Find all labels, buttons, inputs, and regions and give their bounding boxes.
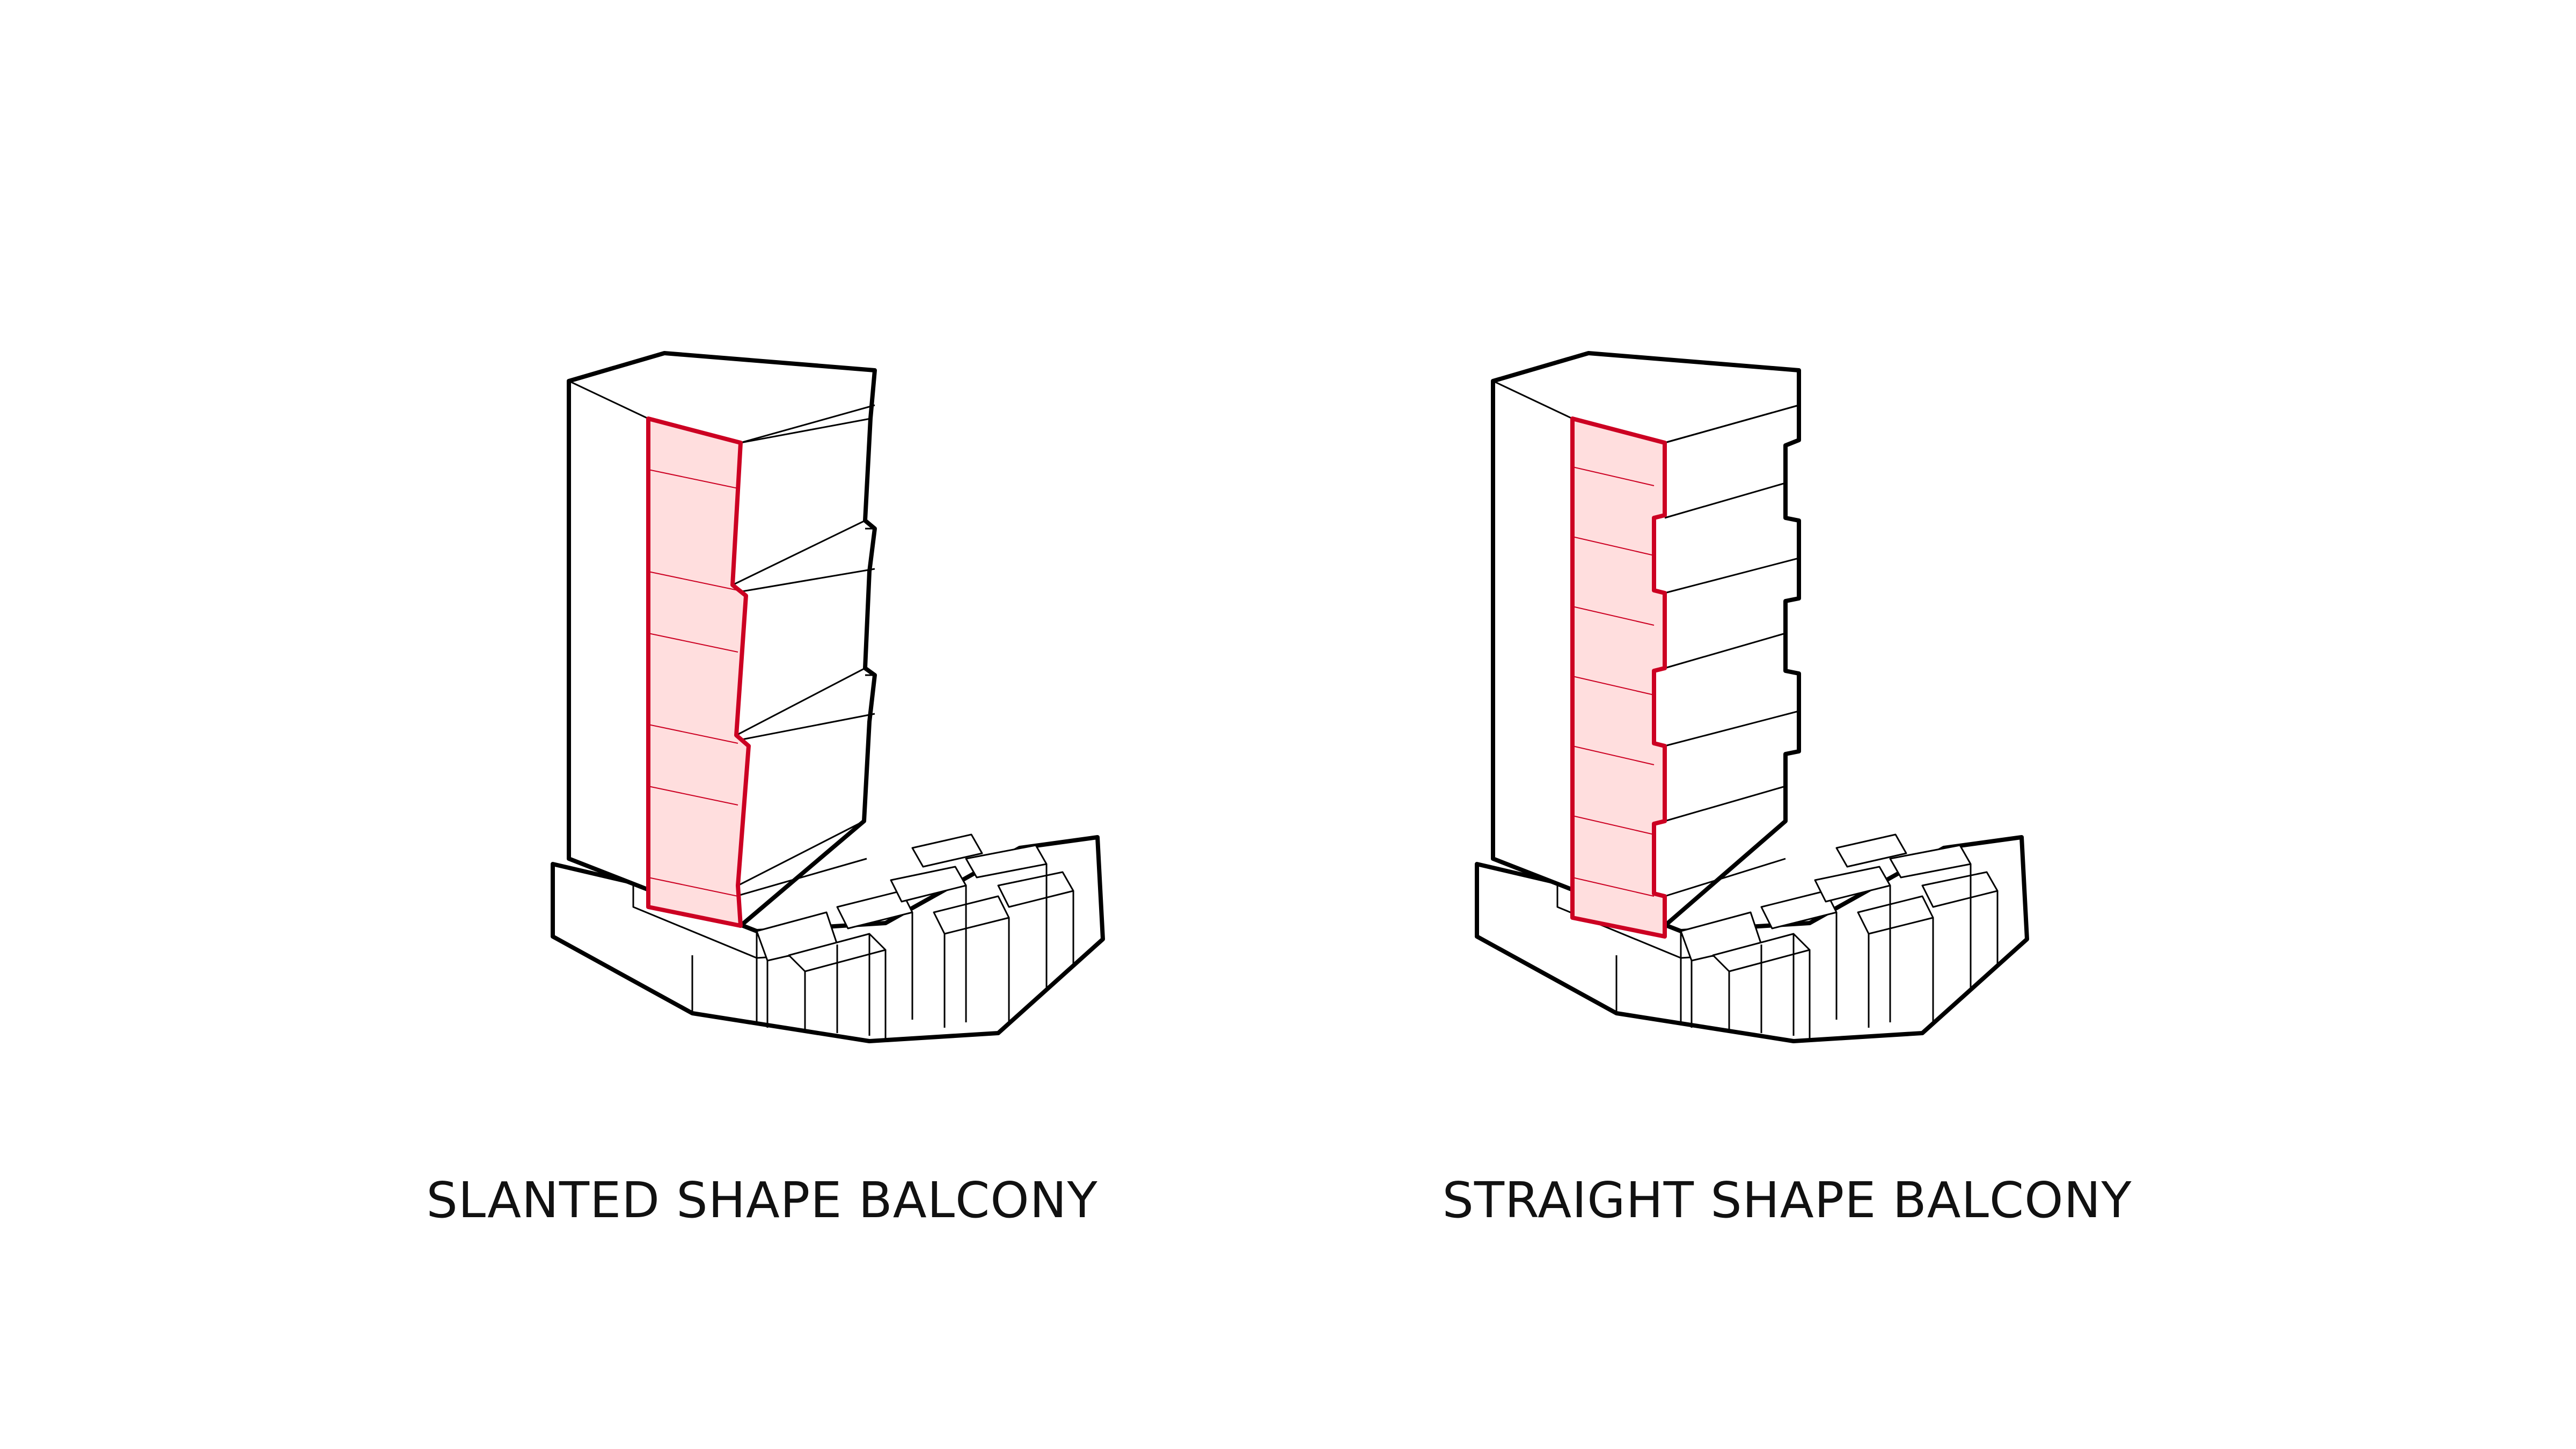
roof-edge — [568, 380, 649, 420]
floor-band — [1664, 785, 1786, 822]
floor-band — [1664, 632, 1786, 669]
balcony-floor-line — [1572, 877, 1655, 897]
low-rise-block-top — [1835, 833, 1907, 868]
balcony-floor-line — [648, 571, 738, 591]
balcony-floor-line — [648, 469, 738, 489]
balcony-floor-line — [1572, 815, 1655, 835]
balcony-floor-line — [1572, 745, 1655, 765]
floor-band — [740, 418, 871, 444]
balcony-floor-line — [1572, 676, 1655, 696]
balcony-floor-line — [1572, 606, 1655, 626]
floor-band — [736, 713, 875, 742]
floor-band — [736, 667, 866, 736]
roof-edge — [1492, 380, 1573, 420]
floor-band — [1664, 557, 1799, 594]
balcony-floor-line — [648, 786, 738, 806]
floor-band — [737, 820, 865, 887]
balcony-strip — [1570, 416, 1667, 939]
caption-slanted: SLANTED SHAPE BALCONY — [426, 1172, 1098, 1229]
straight-balcony-building — [1475, 351, 2029, 1043]
balcony-strip — [646, 416, 751, 928]
balcony-floor-line — [1572, 466, 1655, 486]
floor-band — [739, 858, 867, 896]
floor-band — [1664, 858, 1786, 897]
floor-band — [1664, 710, 1799, 747]
slanted-balcony-building — [551, 351, 1105, 1043]
floor-band — [732, 568, 875, 594]
floor-band — [1664, 482, 1786, 519]
balcony-floor-line — [648, 724, 738, 744]
balcony-floor-line — [648, 877, 738, 897]
balcony-floor-line — [648, 633, 738, 653]
caption-straight: STRAIGHT SHAPE BALCONY — [1442, 1172, 2132, 1229]
balcony-floor-line — [1572, 536, 1655, 556]
floor-band — [1664, 404, 1799, 444]
low-rise-block-top — [911, 833, 983, 868]
floor-band — [732, 519, 866, 586]
roof-edge — [740, 404, 875, 444]
